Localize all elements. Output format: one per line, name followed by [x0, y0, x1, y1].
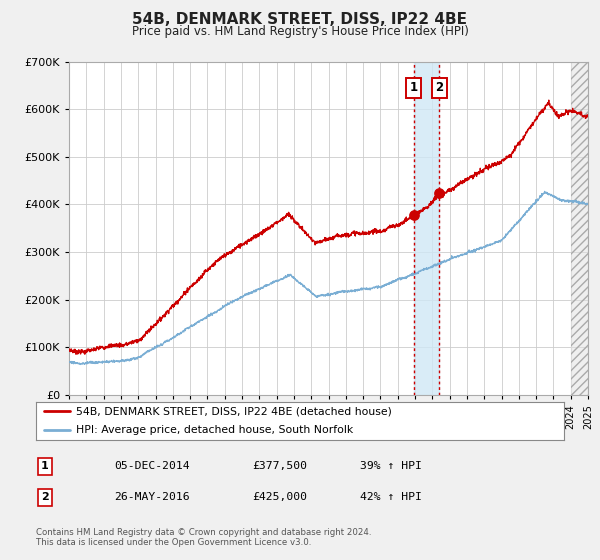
Text: Price paid vs. HM Land Registry's House Price Index (HPI): Price paid vs. HM Land Registry's House … [131, 25, 469, 38]
Bar [571, 62, 588, 395]
Text: 26-MAY-2016: 26-MAY-2016 [114, 492, 190, 502]
Text: 1: 1 [41, 461, 49, 472]
Text: 54B, DENMARK STREET, DISS, IP22 4BE (detached house): 54B, DENMARK STREET, DISS, IP22 4BE (det… [76, 406, 391, 416]
Text: 2: 2 [435, 81, 443, 94]
Text: Contains HM Land Registry data © Crown copyright and database right 2024.
This d: Contains HM Land Registry data © Crown c… [36, 528, 371, 548]
Bar [413, 62, 439, 395]
Text: 42% ↑ HPI: 42% ↑ HPI [360, 492, 422, 502]
Text: 39% ↑ HPI: 39% ↑ HPI [360, 461, 422, 472]
Text: 54B, DENMARK STREET, DISS, IP22 4BE: 54B, DENMARK STREET, DISS, IP22 4BE [133, 12, 467, 26]
Text: 1: 1 [410, 81, 418, 94]
Text: 2: 2 [41, 492, 49, 502]
Point [409, 211, 418, 220]
Text: 05-DEC-2014: 05-DEC-2014 [114, 461, 190, 472]
Text: HPI: Average price, detached house, South Norfolk: HPI: Average price, detached house, Sout… [76, 425, 353, 435]
Point [434, 188, 444, 197]
Text: £425,000: £425,000 [252, 492, 307, 502]
Bar [571, 62, 588, 395]
Text: £377,500: £377,500 [252, 461, 307, 472]
